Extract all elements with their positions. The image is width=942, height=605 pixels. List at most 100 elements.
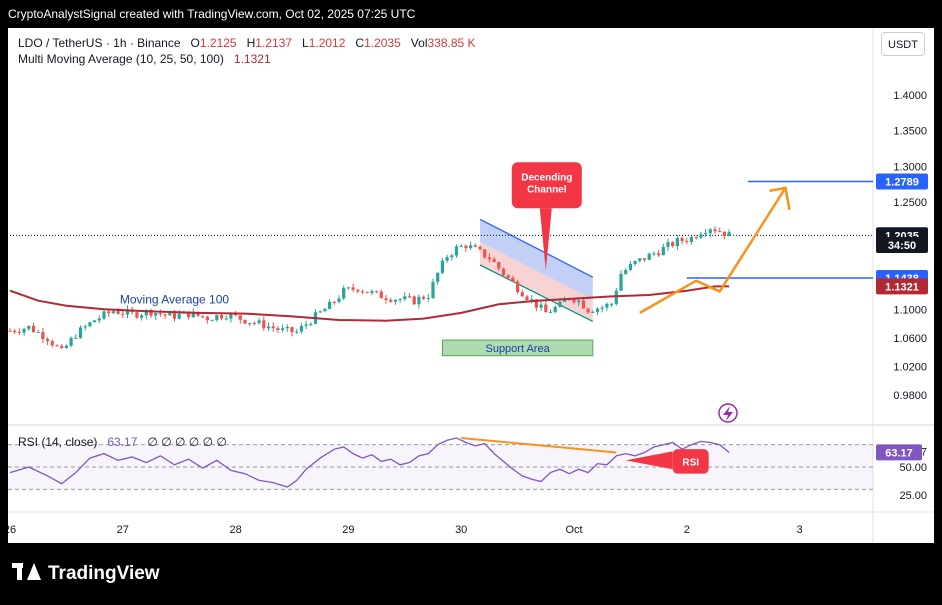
candle-body [60, 345, 64, 348]
top-bar: CryptoAnalystSignal created with Trading… [0, 0, 942, 28]
candle-body [727, 232, 731, 237]
candle-body [224, 318, 228, 320]
price-tick-label: 1.3500 [893, 126, 927, 138]
channel-upper-line [479, 218, 594, 278]
candle-body [633, 260, 637, 265]
candle-body [680, 237, 684, 241]
candle-body [17, 332, 21, 334]
candle-body [201, 315, 205, 317]
rsi-value-badge [876, 444, 922, 461]
candle-body [595, 308, 600, 312]
candle-body [417, 296, 421, 305]
candle-body [708, 229, 712, 234]
candle-body [511, 277, 515, 282]
candle-body [97, 318, 101, 321]
volume-label: Vol [410, 36, 428, 50]
symbol-label[interactable]: LDO / TetherUS · 1h · Binance [18, 36, 181, 50]
candle-body [168, 313, 172, 316]
candle-body [525, 296, 529, 300]
candle-body [281, 328, 285, 331]
candle-body [553, 306, 557, 313]
candle-body [107, 311, 111, 314]
candle-body [64, 345, 68, 348]
candle-body [591, 311, 595, 313]
candle-body [652, 253, 656, 255]
candle-body [234, 313, 238, 316]
candle-body [600, 307, 604, 309]
candle-body [27, 325, 31, 329]
price-chart[interactable]: 1.4000 1.3500 1.3000 1.2500 1.1000 1.0600 1.02… [8, 28, 934, 543]
candle-body [276, 328, 280, 331]
price-badge [876, 278, 928, 295]
currency-button[interactable]: USDT [881, 32, 925, 56]
open-value: 1.2125 [199, 36, 237, 50]
candle-body [473, 245, 477, 247]
candle-body [614, 290, 618, 304]
candle-body [346, 287, 350, 289]
candle-body [572, 298, 576, 303]
candles-group [8, 226, 731, 349]
candle-body [497, 262, 501, 269]
candle-body [487, 257, 491, 260]
candle-body [577, 300, 581, 303]
tradingview-logo[interactable]: TradingView [12, 563, 160, 585]
rsi-label[interactable]: RSI (14, close) [18, 435, 98, 449]
candle-body [88, 322, 92, 327]
candle-body [450, 255, 454, 258]
candle-body [83, 326, 87, 328]
candle-body [675, 237, 679, 247]
candle-body [111, 311, 115, 314]
candle-body [586, 308, 590, 313]
support-area-box [441, 339, 594, 357]
time-tick-label: 3 [797, 524, 803, 536]
candle-body [116, 311, 120, 314]
candle-body [215, 315, 219, 321]
low-value: 1.2012 [308, 36, 346, 50]
price-tick-label: 1.1000 [893, 304, 927, 316]
candle-body [205, 316, 209, 321]
price-tick-label: 0.9800 [893, 390, 927, 402]
candle-body [360, 291, 365, 293]
candle-body [389, 299, 393, 302]
rsi-tick-label: 50.00 [899, 462, 927, 474]
channel-callout-label: Channel [527, 184, 567, 195]
candle-body [619, 273, 623, 291]
candle-body [50, 341, 54, 346]
candle-body [8, 330, 12, 332]
price-badge [876, 237, 928, 253]
candle-body [257, 320, 261, 324]
candle-body [299, 325, 303, 332]
candle-body [544, 304, 548, 313]
candle-body [262, 320, 266, 329]
candle-body [699, 234, 703, 238]
time-tick-label: 26 [8, 524, 16, 536]
candle-body [393, 299, 397, 302]
candle-body [459, 245, 463, 247]
candle-body [41, 331, 45, 340]
price-badge-label: 1.2789 [885, 177, 919, 189]
candle-body [356, 289, 360, 292]
candle-body [140, 315, 144, 318]
candle-body [285, 326, 289, 329]
candle-body [370, 291, 374, 293]
candle-body [375, 291, 379, 293]
candle-body [177, 313, 181, 319]
candle-body [436, 272, 440, 282]
candle-body [610, 303, 614, 305]
chart-panel[interactable]: 1.4000 1.3500 1.3000 1.2500 1.1000 1.0600 1.02… [8, 28, 934, 543]
candle-body [304, 324, 308, 326]
candle-body [548, 312, 553, 314]
candle-body [266, 326, 271, 329]
ohlc-row: LDO / TetherUS · 1h · Binance O1.2125 H1… [18, 35, 476, 51]
candle-body [694, 237, 698, 239]
channel-callout-label: Decending [521, 172, 572, 183]
candle-body [154, 313, 158, 316]
candle-body [323, 309, 327, 312]
candle-body [647, 253, 651, 260]
creator-caption: CryptoAnalystSignal created with Trading… [8, 7, 416, 21]
candle-body [365, 291, 369, 293]
candle-body [328, 301, 332, 310]
indicator-label[interactable]: Multi Moving Average (10, 25, 50, 100) [18, 52, 224, 66]
price-tick-label: 1.2500 [893, 197, 927, 209]
